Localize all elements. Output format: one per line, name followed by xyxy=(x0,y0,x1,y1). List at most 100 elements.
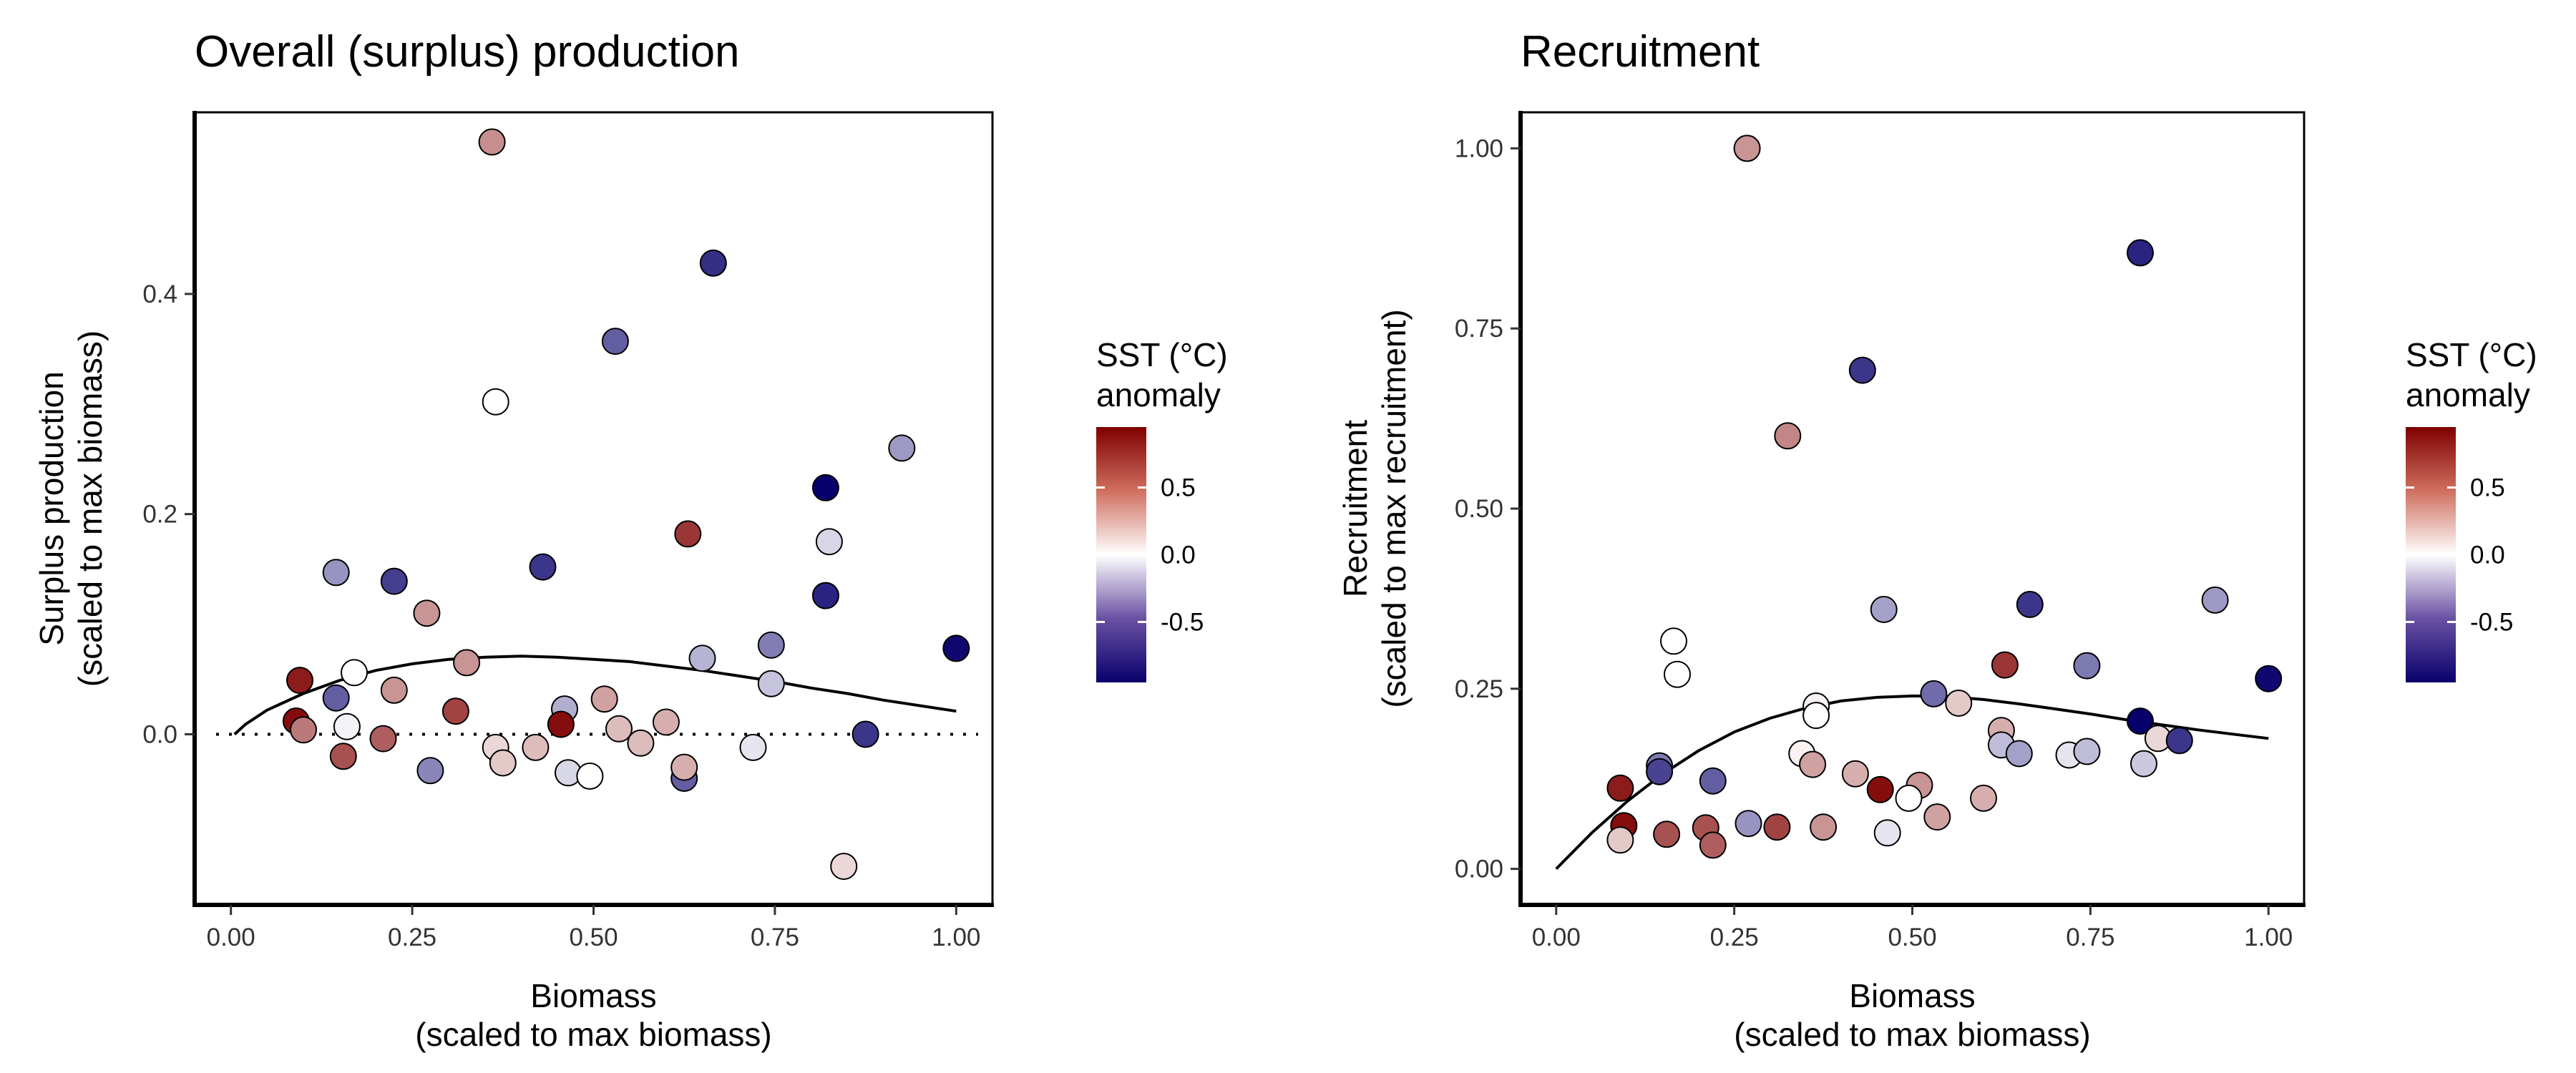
y-tick-label: 0.2 xyxy=(142,501,177,529)
data-point xyxy=(1970,784,1997,812)
data-point xyxy=(1646,758,1674,785)
data-point xyxy=(2255,665,2283,692)
x-tick-label: 0.25 xyxy=(388,923,436,951)
data-point xyxy=(1699,831,1727,859)
x-tick-label: 0.75 xyxy=(751,923,799,951)
colorbar-tick-label: -0.5 xyxy=(1161,608,1204,636)
colorbar-tick-label: -0.5 xyxy=(2470,608,2513,636)
data-point xyxy=(290,716,317,744)
data-point xyxy=(739,733,767,761)
data-point xyxy=(811,474,839,501)
x-tick-label: 0.00 xyxy=(1532,923,1581,951)
x-axis-label-line-2: (scaled to max biomass) xyxy=(1734,1016,2091,1053)
x-tick-label: 0.75 xyxy=(2066,923,2114,951)
data-point xyxy=(670,753,698,781)
data-point xyxy=(1606,774,1634,802)
fit-line xyxy=(233,655,957,735)
y-tick-label: 0.4 xyxy=(142,280,177,308)
data-point xyxy=(652,708,680,736)
x-axis-label-line-2: (scaled to max biomass) xyxy=(415,1016,772,1053)
data-point xyxy=(1920,680,1948,707)
data-point xyxy=(380,567,408,595)
data-point xyxy=(1802,702,1830,730)
data-point xyxy=(1870,596,1898,623)
data-point xyxy=(2127,239,2154,267)
data-point xyxy=(942,635,970,662)
x-axis-ticks: 0.00 0.25 0.50 0.75 1.00 xyxy=(1532,905,2293,951)
data-point xyxy=(601,328,629,356)
y-tick-label: 1.00 xyxy=(1455,134,1503,162)
y-tick-label: 0.0 xyxy=(142,720,177,748)
data-point xyxy=(627,729,655,757)
data-point xyxy=(1848,356,1876,384)
data-point xyxy=(1660,627,1687,655)
fitted-curve xyxy=(233,655,957,735)
data-point xyxy=(1810,813,1838,841)
data-point xyxy=(590,685,618,713)
data-point xyxy=(830,853,858,881)
data-point xyxy=(688,645,716,672)
colorbar-tick-label: 0.5 xyxy=(1161,474,1196,502)
colorbar-ticks: 0.5 0.0 -0.5 xyxy=(1096,474,1204,636)
data-point xyxy=(757,670,785,697)
y-axis-label-line-1: Surplus production xyxy=(33,371,70,646)
data-point xyxy=(529,553,557,581)
colorbar-tick-label: 0.0 xyxy=(1161,542,1196,569)
data-point xyxy=(453,649,481,677)
data-point xyxy=(2016,591,2044,618)
data-point xyxy=(329,743,357,770)
sst-colorbar-legend: SST (°C) anomaly 0.5 0.0 -0.5 xyxy=(1096,336,1228,682)
colorbar-tick-label: 0.0 xyxy=(2470,542,2505,569)
x-tick-label: 1.00 xyxy=(932,923,980,951)
data-point xyxy=(413,599,441,627)
panel-title: Overall (surplus) production xyxy=(195,27,740,77)
data-point xyxy=(1991,651,2019,679)
data-point xyxy=(2073,652,2101,680)
data-point xyxy=(369,725,397,753)
data-point xyxy=(1895,784,1923,812)
data-point xyxy=(2073,738,2101,765)
data-point xyxy=(322,684,350,712)
data-point xyxy=(888,434,916,462)
data-point xyxy=(1923,803,1951,831)
data-point xyxy=(1774,422,1802,450)
data-point xyxy=(1841,760,1869,788)
x-tick-label: 1.00 xyxy=(2244,923,2293,951)
data-point xyxy=(1699,767,1727,795)
sst-colorbar-legend: SST (°C) anomaly 0.5 0.0 -0.5 xyxy=(2406,336,2537,682)
data-point xyxy=(2005,740,2033,768)
data-point xyxy=(605,715,633,743)
data-point xyxy=(333,712,361,740)
y-axis-label-line-2: (scaled to max recruitment) xyxy=(1375,309,1413,707)
data-point xyxy=(815,528,843,556)
data-point xyxy=(1606,826,1634,854)
data-point xyxy=(757,631,785,659)
data-point xyxy=(441,697,469,725)
data-point xyxy=(1735,810,1762,838)
data-point xyxy=(1733,134,1761,162)
x-axis-ticks: 0.00 0.25 0.50 0.75 1.00 xyxy=(207,905,980,951)
x-tick-label: 0.50 xyxy=(1888,923,1936,951)
y-tick-label: 0.25 xyxy=(1455,675,1503,703)
data-point xyxy=(1945,690,1973,717)
legend-title-line-1: SST (°C) xyxy=(1096,336,1228,373)
data-point xyxy=(1866,775,1894,803)
data-point xyxy=(699,249,727,277)
legend-title-line-2: anomaly xyxy=(1096,376,1221,413)
y-tick-label: 0.00 xyxy=(1455,856,1503,883)
data-point xyxy=(522,733,550,761)
x-axis-label-line-1: Biomass xyxy=(1849,977,1975,1014)
data-point xyxy=(2165,727,2193,755)
data-point xyxy=(576,763,604,790)
recruitment-panel: Recruitment 0.00 0.25 0.50 0.75 1.00 0.00 0.2… xyxy=(1337,27,2306,1053)
data-point xyxy=(1653,820,1681,848)
data-points xyxy=(282,128,970,881)
data-point xyxy=(1763,813,1791,841)
legend-title-line-2: anomaly xyxy=(2406,376,2530,413)
x-tick-label: 0.00 xyxy=(207,923,255,951)
data-point xyxy=(286,667,313,695)
data-point xyxy=(478,128,506,156)
surplus-production-panel: Overall (surplus) production 0.00 0.25 0.5… xyxy=(33,27,994,1053)
colorbar-tick-label: 0.5 xyxy=(2470,474,2505,502)
data-point xyxy=(547,710,575,738)
